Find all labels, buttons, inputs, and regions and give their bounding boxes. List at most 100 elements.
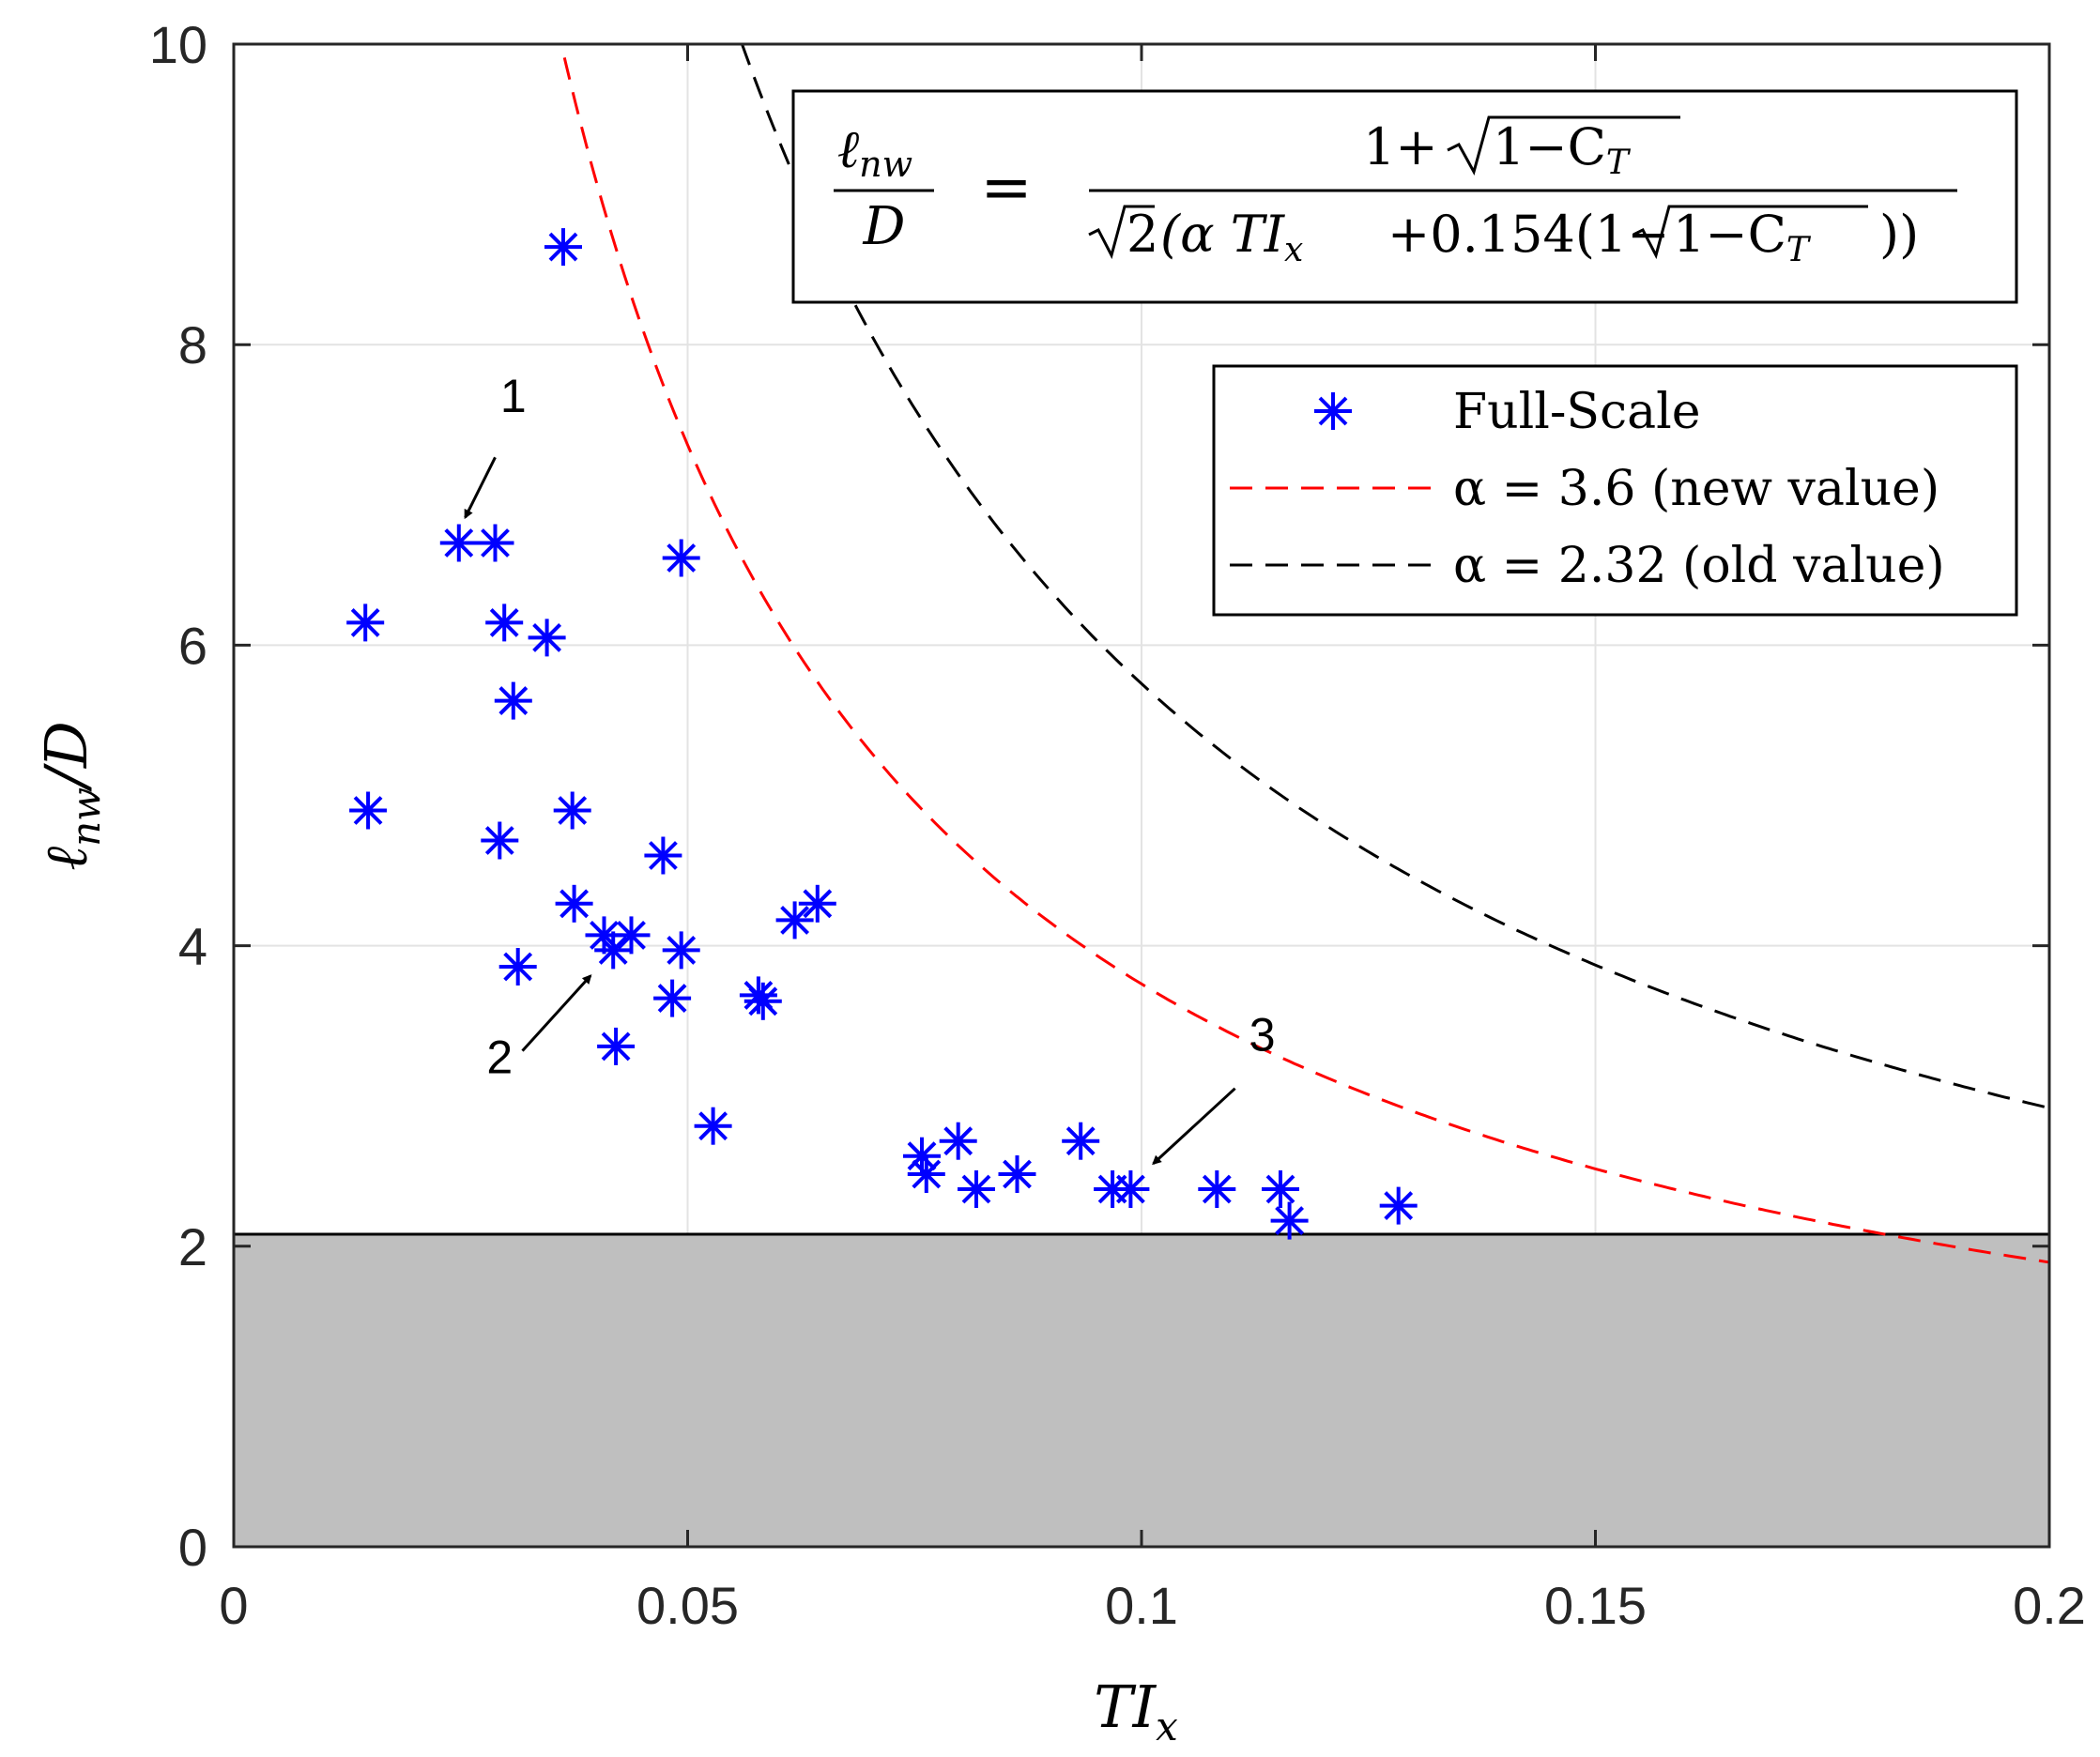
x-tick-label: 0.15 [1544,1576,1647,1635]
data-point-stroke [1275,1206,1305,1236]
data-point-stroke [503,952,533,982]
data-point [1111,1170,1150,1208]
formula-rhs-num-rad-main: 1−C [1493,117,1606,176]
data-point-stroke [657,984,687,1014]
tick-labels: 0 0.05 0.1 0.15 0.2 0 2 4 6 8 10 [149,15,2086,1635]
formula-rhs-den-rad-sub: T [1786,231,1812,269]
shaded-region [234,1233,2049,1547]
data-point [907,1155,945,1193]
data-point-stroke [559,889,590,919]
data-point-stroke [484,826,514,855]
data-point [662,931,700,970]
formula-rhs-num-sqrt-icon [1447,115,1680,176]
data-point [743,982,782,1020]
shaded-region-layer [234,1232,2049,1547]
data-point-stroke [532,622,562,652]
formula-rhs-den-rad: 1−CT [1673,205,1812,269]
data-point-stroke [648,841,678,870]
formula-lhs-num-sub: nw [859,144,912,185]
data-point-stroke [912,1159,942,1189]
axes [232,42,2051,1549]
formula-rhs-den-a: (α TIx [1160,205,1303,269]
data-point-stroke [353,796,383,825]
formula-rhs-den-b: +0.154(1− [1387,205,1670,264]
data-point-stroke [558,796,588,825]
data-point-stroke [803,889,833,919]
y-axis-label-tail: /D [32,721,100,792]
legend-marker-full-scale [1314,392,1352,430]
formula-rhs-den-a-sub: x [1284,231,1303,269]
data-point-stroke [943,1126,973,1156]
data-point [346,603,385,642]
data-point-stroke [1003,1159,1032,1189]
legend: Full-Scale α = 3.6 (new value) α = 2.32 … [1212,364,2018,617]
data-point [653,979,692,1017]
legend-label-new: α = 3.6 (new value) [1453,461,1939,517]
y-tick-label: 8 [178,315,207,374]
y-tick-label: 2 [178,1217,207,1276]
formula-equals: = [980,151,1032,223]
data-point [349,791,388,830]
data-point [939,1122,977,1160]
x-axis-label-main: TI [1094,1673,1157,1741]
data-point-stroke [617,920,646,950]
formula-lhs-numerator: ℓnw [837,119,912,185]
data-point [476,524,514,562]
data-point [1270,1201,1309,1240]
data-point-stroke [1065,1126,1096,1156]
data-point-stroke [590,920,619,950]
data-point-stroke [598,935,628,965]
data-point [958,1170,995,1208]
data-point [597,1027,636,1065]
y-axis-label-main: ℓ [32,847,100,871]
data-point [528,619,566,657]
data-point [1198,1170,1236,1208]
data-point [498,948,537,985]
formula-lhs-num-main: ℓ [837,119,860,180]
data-point [998,1155,1036,1193]
data-markers [346,228,1418,1240]
formula-lhs-denominator: D [863,196,906,257]
annotation-label: 2 [486,1031,513,1084]
formula-rhs-num-rad: 1−CT [1493,117,1632,182]
y-tick-label: 6 [178,616,207,675]
data-point-stroke [667,543,697,573]
data-point [694,1107,732,1145]
data-point [775,901,814,940]
x-tick-label: 0.2 [2013,1576,2086,1635]
data-point [485,603,524,642]
data-point [644,836,682,875]
data-point [612,916,651,955]
formula-rhs-num-rad-sub: T [1606,144,1632,182]
data-point [662,539,700,577]
legend-label-full-scale: Full-Scale [1453,384,1701,440]
data-point [798,884,836,923]
data-point-stroke [1384,1191,1414,1221]
data-point [555,884,593,923]
annotation-label: 3 [1249,1009,1276,1062]
annotation-arrow [1152,1087,1236,1166]
formula-rhs-den-sqrt2: 2 [1127,205,1158,264]
data-point [1379,1186,1418,1225]
x-axis-label-sub: x [1156,1704,1178,1749]
y-axis-label-sub: nw [63,787,109,847]
formula-rhs-den-rad-sqrt-icon [1632,205,1868,260]
data-point-stroke [1202,1174,1232,1204]
data-point-stroke [350,607,380,637]
data-point-stroke [907,1141,937,1171]
formula-rhs-den-sqrt2-icon [1088,205,1155,260]
data-point-stroke [780,905,810,935]
data-point-stroke [498,686,529,716]
data-point-stroke [548,232,578,262]
data-point [439,524,478,562]
annotation-label: 1 [500,370,527,422]
annotation-arrow [464,456,497,520]
formula-rhs-num-pre: 1+ [1363,117,1438,176]
data-point [481,821,519,860]
data-point-stroke [698,1111,728,1141]
curve-alpha-2-32 [740,44,2049,1109]
x-tick-label: 0 [219,1576,248,1635]
data-point-stroke [1265,1174,1295,1204]
data-point-stroke [961,1174,991,1204]
